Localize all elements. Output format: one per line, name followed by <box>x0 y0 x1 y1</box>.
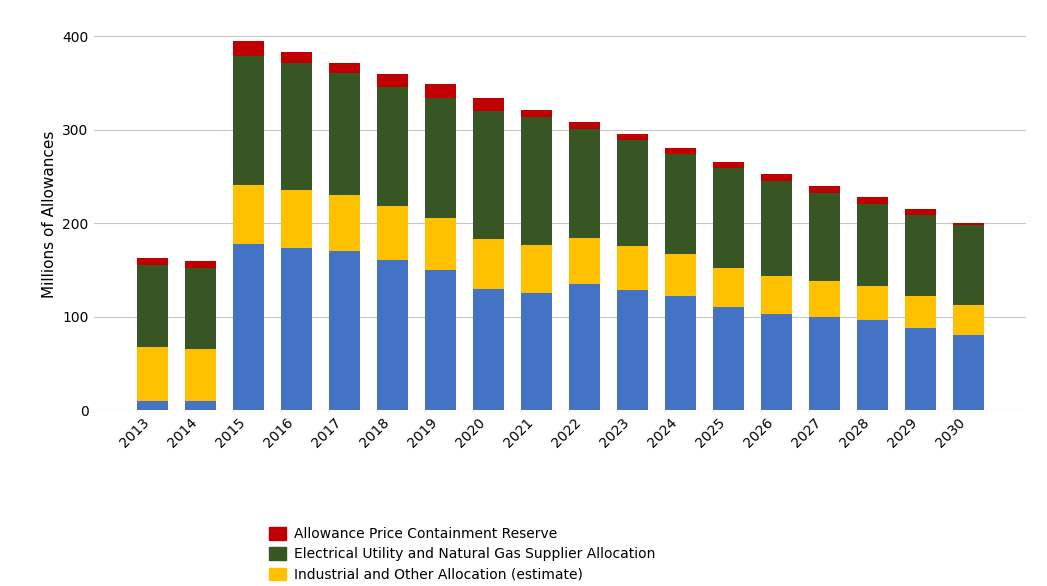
Y-axis label: Millions of Allowances: Millions of Allowances <box>42 130 57 298</box>
Bar <box>136 401 168 410</box>
Bar <box>665 296 696 410</box>
Bar <box>856 321 888 410</box>
Bar <box>184 261 216 268</box>
Bar <box>665 154 696 254</box>
Bar <box>232 56 264 185</box>
Bar <box>856 203 888 287</box>
Bar <box>520 117 552 246</box>
Bar <box>281 63 312 190</box>
Bar <box>472 239 504 289</box>
Bar <box>424 270 455 410</box>
Bar <box>184 349 216 401</box>
Bar <box>329 63 360 73</box>
Bar <box>808 281 840 316</box>
Bar <box>808 186 840 193</box>
Bar <box>760 181 792 276</box>
Bar <box>569 129 600 238</box>
Bar <box>472 289 504 410</box>
Bar <box>905 209 936 215</box>
Bar <box>281 247 312 410</box>
Bar <box>713 168 743 268</box>
Bar <box>905 328 936 410</box>
Bar <box>665 148 696 154</box>
Bar <box>424 84 455 98</box>
Bar <box>136 258 168 265</box>
Bar <box>232 185 264 244</box>
Bar <box>136 347 168 401</box>
Bar <box>377 74 407 87</box>
Bar <box>665 254 696 296</box>
Bar <box>377 206 407 260</box>
Bar <box>281 53 312 63</box>
Bar <box>569 238 600 284</box>
Bar <box>569 122 600 129</box>
Bar <box>808 193 840 281</box>
Bar <box>617 134 648 140</box>
Bar <box>520 110 552 117</box>
Bar <box>232 244 264 410</box>
Bar <box>329 73 360 195</box>
Bar <box>377 260 407 410</box>
Bar <box>472 111 504 239</box>
Bar <box>808 316 840 410</box>
Bar <box>905 215 936 296</box>
Bar <box>184 268 216 349</box>
Bar <box>569 284 600 410</box>
Bar <box>472 98 504 111</box>
Bar <box>713 308 743 410</box>
Bar <box>424 98 455 217</box>
Bar <box>184 401 216 410</box>
Bar <box>232 42 264 56</box>
Bar <box>760 314 792 410</box>
Bar <box>905 296 936 328</box>
Bar <box>377 87 407 206</box>
Bar <box>329 251 360 410</box>
Bar <box>856 287 888 321</box>
Legend: Allowance Price Containment Reserve, Electrical Utility and Natural Gas Supplier: Allowance Price Containment Reserve, Ele… <box>269 527 655 586</box>
Bar <box>617 246 648 290</box>
Bar <box>760 175 792 181</box>
Bar <box>953 335 984 410</box>
Bar <box>281 190 312 247</box>
Bar <box>856 197 888 203</box>
Bar <box>617 140 648 246</box>
Bar <box>953 225 984 305</box>
Bar <box>760 276 792 314</box>
Bar <box>713 162 743 168</box>
Bar <box>520 294 552 410</box>
Bar <box>953 223 984 225</box>
Bar <box>136 265 168 347</box>
Bar <box>617 290 648 410</box>
Bar <box>713 268 743 308</box>
Bar <box>520 246 552 294</box>
Bar <box>329 195 360 251</box>
Bar <box>953 305 984 335</box>
Bar <box>424 217 455 270</box>
